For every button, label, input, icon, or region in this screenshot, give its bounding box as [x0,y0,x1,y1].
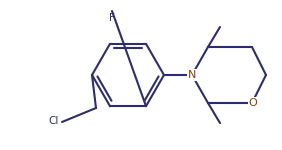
Text: N: N [188,70,196,80]
Text: Cl: Cl [49,116,59,126]
Text: O: O [249,98,257,108]
Text: F: F [109,13,115,23]
